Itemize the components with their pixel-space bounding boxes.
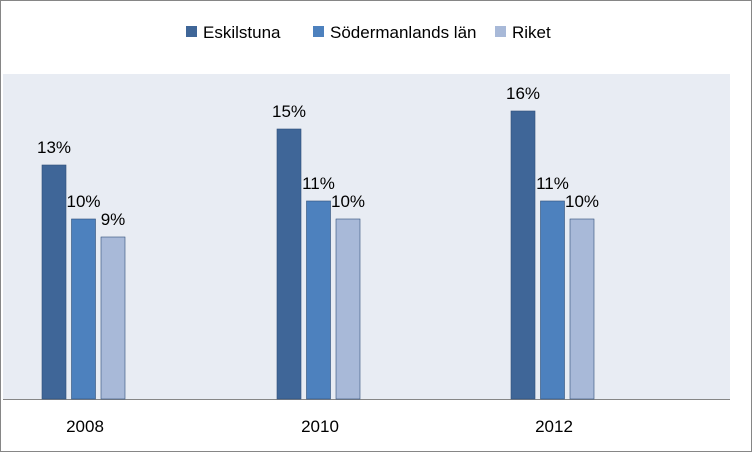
bar-s-dermanlands-l-n-2010 [306, 200, 331, 400]
x-tick-label-2012: 2012 [535, 417, 573, 436]
bar-s-dermanlands-l-n-2008 [71, 218, 96, 400]
data-label: 11% [302, 174, 335, 193]
legend-swatch-s-dermanlands-l-n [313, 26, 324, 37]
bar-eskilstuna-2010 [276, 128, 302, 400]
bar-riket-2010 [335, 218, 361, 400]
bar-eskilstuna-2008 [41, 164, 67, 400]
legend-label-riket: Riket [512, 23, 551, 42]
data-label: 16% [506, 84, 540, 103]
bar-s-dermanlands-l-n-2012 [540, 200, 565, 400]
data-label: 10% [331, 192, 365, 211]
data-label: 13% [37, 138, 71, 157]
data-label: 10% [66, 192, 100, 211]
x-tick-label-2008: 2008 [66, 417, 104, 436]
bar-riket-2012 [569, 218, 595, 400]
bars [41, 110, 595, 400]
data-label: 11% [536, 174, 569, 193]
data-label: 15% [272, 102, 306, 121]
x-tick-labels: 2008 2010 2012 [66, 417, 573, 436]
legend-swatch-riket [495, 26, 506, 37]
bar-eskilstuna-2012 [510, 110, 536, 400]
x-tick-label-2010: 2010 [301, 417, 339, 436]
legend-swatch-eskilstuna [186, 26, 197, 37]
legend-label-eskilstuna: Eskilstuna [203, 23, 281, 42]
legend: Eskilstuna Södermanlands län Riket [186, 23, 551, 42]
data-label: 10% [565, 192, 599, 211]
data-labels: 13%10%9%15%11%10%16%11%10% [37, 84, 599, 229]
data-label: 9% [101, 210, 126, 229]
bar-riket-2008 [100, 236, 126, 400]
legend-label-s-dermanlands-l-n: Södermanlands län [330, 23, 476, 42]
